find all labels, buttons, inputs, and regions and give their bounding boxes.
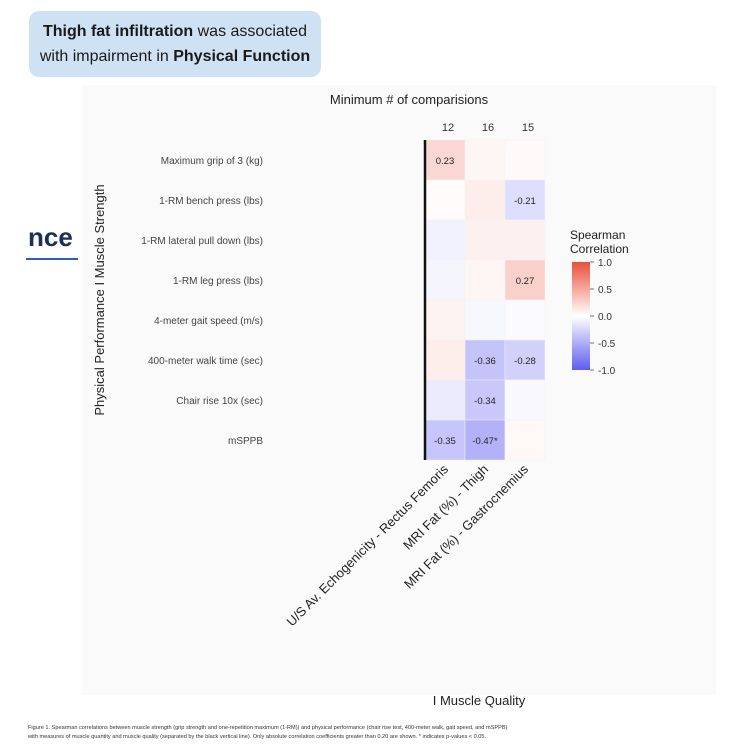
figure-panel xyxy=(82,85,716,695)
legend-colorbar xyxy=(572,262,590,370)
count-label: 15 xyxy=(522,122,534,134)
cell-value-label: 0.27 xyxy=(516,276,535,287)
legend-tick-label: 0.0 xyxy=(598,312,612,323)
count-label: 12 xyxy=(442,122,454,134)
heatmap-cell xyxy=(424,219,466,261)
column-label: U/S Av. Echogenicity - Rectus Femoris xyxy=(284,461,452,629)
heatmap-cell xyxy=(424,339,466,381)
row-label: Chair rise 10x (sec) xyxy=(176,396,263,407)
heatmap-cell xyxy=(464,139,506,181)
heatmap-cell xyxy=(504,299,546,341)
cell-value-label: -0.47* xyxy=(472,436,498,447)
legend-tick-label: 1.0 xyxy=(598,258,612,269)
heatmap-cell xyxy=(464,259,506,301)
heatmap-cell xyxy=(504,419,546,461)
heatmap-cell xyxy=(424,379,466,421)
figure-caption: Figure 1. Spearman correlations between … xyxy=(28,724,728,742)
callout-text-1: was associated xyxy=(193,23,308,40)
cell-value-label: -0.36 xyxy=(474,356,496,367)
row-label: 1-RM leg press (lbs) xyxy=(173,276,263,287)
row-label: Maximum grip of 3 (kg) xyxy=(161,156,263,167)
heatmap-cell xyxy=(504,339,546,381)
heatmap-cell xyxy=(504,139,546,181)
legend: Spearman Correlation 1.0 0.5 0.0 -0.5 -1.0 xyxy=(570,228,629,377)
legend-title-line-2: Correlation xyxy=(570,242,629,256)
callout-line-2: with impairment in Physical Function xyxy=(39,44,311,69)
caption-line-2: with measures of muscle quantity and mus… xyxy=(28,734,487,740)
heatmap-cell xyxy=(464,339,506,381)
heatmap-cell xyxy=(424,299,466,341)
cell-value-label: -0.35 xyxy=(434,436,456,447)
heatmap-cell xyxy=(464,219,506,261)
heatmap-cell xyxy=(424,179,466,221)
legend-tick-label: -1.0 xyxy=(598,366,616,377)
heatmap-cell xyxy=(504,379,546,421)
heatmap-cell xyxy=(464,179,506,221)
callout-text-2: with impairment in xyxy=(39,48,174,65)
cropped-slide-text: nce xyxy=(28,222,73,252)
callout-bold-2: Physical Function xyxy=(173,48,311,65)
y-axis-label: Physical Performance I Muscle Strength xyxy=(92,184,107,415)
row-label: 1-RM bench press (lbs) xyxy=(159,196,263,207)
heatmap-cell xyxy=(464,299,506,341)
row-label: mSPPB xyxy=(228,436,263,447)
heatmap-cell xyxy=(424,259,466,301)
cell-value-label: 0.23 xyxy=(436,156,455,167)
heatmap-cell xyxy=(464,419,506,461)
row-label: 4-meter gait speed (m/s) xyxy=(154,316,263,327)
callout-line-1: Thigh fat infiltration was associated xyxy=(39,19,311,44)
x-axis-label: I Muscle Quality xyxy=(433,693,526,708)
heatmap-cell xyxy=(424,419,466,461)
heatmap-cell xyxy=(464,379,506,421)
cell-value-label: -0.34 xyxy=(474,396,496,407)
chart-top-title: Minimum # of comparisions xyxy=(330,92,489,107)
callout-bold-1: Thigh fat infiltration xyxy=(42,23,194,40)
row-label: 400-meter walk time (sec) xyxy=(148,356,263,367)
headline-callout: Thigh fat infiltration was associated wi… xyxy=(29,11,321,77)
cropped-underline xyxy=(26,258,78,260)
legend-tick-label: 0.5 xyxy=(598,285,612,296)
cell-value-label: -0.28 xyxy=(514,356,536,367)
cell-value-label: -0.21 xyxy=(514,196,536,207)
count-label: 16 xyxy=(482,122,494,134)
legend-title-line-1: Spearman xyxy=(570,228,625,242)
caption-line-1: Figure 1. Spearman correlations between … xyxy=(28,725,508,731)
heatmap-cell xyxy=(504,219,546,261)
legend-tick-label: -0.5 xyxy=(598,339,616,350)
row-label: 1-RM lateral pull down (lbs) xyxy=(141,236,263,247)
